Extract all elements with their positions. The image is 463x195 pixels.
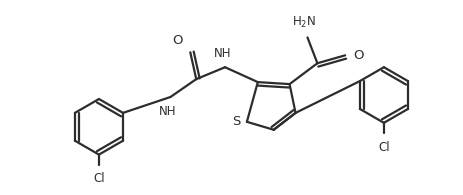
Text: O: O	[352, 49, 363, 62]
Text: NH: NH	[158, 105, 176, 118]
Text: H$_2$N: H$_2$N	[292, 15, 316, 30]
Text: Cl: Cl	[377, 141, 389, 154]
Text: O: O	[171, 34, 182, 47]
Text: NH: NH	[214, 47, 232, 60]
Text: Cl: Cl	[93, 172, 105, 185]
Text: S: S	[232, 115, 240, 128]
